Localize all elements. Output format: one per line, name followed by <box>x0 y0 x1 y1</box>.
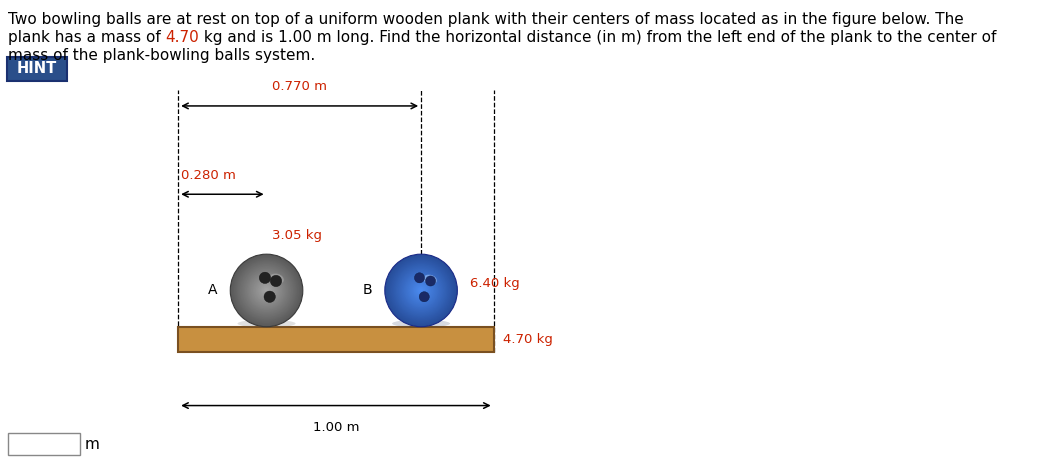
Circle shape <box>396 265 447 316</box>
Bar <box>178 327 494 352</box>
Circle shape <box>415 273 424 283</box>
Circle shape <box>420 289 422 292</box>
Circle shape <box>240 264 293 317</box>
Bar <box>8 433 80 455</box>
Circle shape <box>230 254 303 327</box>
Circle shape <box>400 270 442 311</box>
Circle shape <box>252 276 281 305</box>
Circle shape <box>386 255 456 326</box>
Circle shape <box>389 258 454 323</box>
Circle shape <box>254 279 279 303</box>
Circle shape <box>264 291 276 302</box>
Text: 0.770 m: 0.770 m <box>272 80 327 93</box>
Circle shape <box>387 257 455 324</box>
Circle shape <box>419 288 423 293</box>
Circle shape <box>250 273 283 307</box>
FancyBboxPatch shape <box>7 57 67 81</box>
Circle shape <box>407 276 436 305</box>
Circle shape <box>401 271 441 310</box>
Circle shape <box>414 283 428 298</box>
Text: 4.70 kg: 4.70 kg <box>503 333 553 346</box>
Text: HINT: HINT <box>17 61 57 77</box>
Circle shape <box>242 265 292 316</box>
Circle shape <box>418 287 425 294</box>
Circle shape <box>412 281 430 300</box>
Circle shape <box>259 272 271 284</box>
Circle shape <box>232 257 301 324</box>
Text: 6.40 kg: 6.40 kg <box>470 277 520 290</box>
Circle shape <box>246 270 287 311</box>
Ellipse shape <box>237 319 296 327</box>
Circle shape <box>411 279 432 301</box>
Circle shape <box>260 285 273 297</box>
Circle shape <box>405 275 437 306</box>
Circle shape <box>265 289 268 292</box>
Circle shape <box>391 260 451 321</box>
Circle shape <box>263 287 271 294</box>
Circle shape <box>390 259 452 322</box>
Circle shape <box>253 277 280 304</box>
Circle shape <box>236 260 297 321</box>
Circle shape <box>416 286 426 295</box>
Circle shape <box>419 292 429 302</box>
Text: 1.00 m: 1.00 m <box>313 421 359 434</box>
Circle shape <box>392 261 450 319</box>
Text: plank has a mass of: plank has a mass of <box>8 30 166 45</box>
Ellipse shape <box>270 273 284 284</box>
Circle shape <box>239 263 295 318</box>
Circle shape <box>244 267 289 313</box>
Circle shape <box>258 282 275 299</box>
Circle shape <box>385 254 457 327</box>
Circle shape <box>251 275 282 306</box>
Text: B: B <box>363 284 372 298</box>
Circle shape <box>235 259 298 322</box>
Circle shape <box>413 282 429 299</box>
Circle shape <box>415 285 427 297</box>
Circle shape <box>398 267 444 313</box>
Circle shape <box>249 272 285 309</box>
Ellipse shape <box>392 319 450 327</box>
Circle shape <box>409 279 433 303</box>
Circle shape <box>245 269 288 312</box>
Circle shape <box>234 258 300 323</box>
Text: Two bowling balls are at rest on top of a uniform wooden plank with their center: Two bowling balls are at rest on top of … <box>8 12 963 27</box>
Circle shape <box>247 271 286 310</box>
Circle shape <box>261 286 272 295</box>
Circle shape <box>259 283 274 298</box>
Text: 4.70: 4.70 <box>166 30 199 45</box>
Circle shape <box>231 255 302 326</box>
Circle shape <box>264 288 269 293</box>
Text: A: A <box>208 284 218 298</box>
Text: mass of the plank-bowling balls system.: mass of the plank-bowling balls system. <box>8 48 315 63</box>
Circle shape <box>394 264 448 317</box>
Text: m: m <box>85 437 100 452</box>
Circle shape <box>257 281 276 300</box>
Circle shape <box>404 273 438 307</box>
Text: 3.05 kg: 3.05 kg <box>272 229 321 241</box>
Circle shape <box>408 277 435 304</box>
Text: 0.280 m: 0.280 m <box>181 169 236 182</box>
Circle shape <box>399 269 443 312</box>
Circle shape <box>403 272 440 309</box>
Circle shape <box>256 279 278 301</box>
Circle shape <box>393 263 449 318</box>
Circle shape <box>271 275 282 286</box>
Circle shape <box>237 261 296 319</box>
Circle shape <box>397 266 445 315</box>
Circle shape <box>425 276 436 286</box>
Text: kg and is 1.00 m long. Find the horizontal distance (in m) from the left end of : kg and is 1.00 m long. Find the horizont… <box>199 30 997 45</box>
Ellipse shape <box>423 275 437 285</box>
Circle shape <box>243 266 290 315</box>
